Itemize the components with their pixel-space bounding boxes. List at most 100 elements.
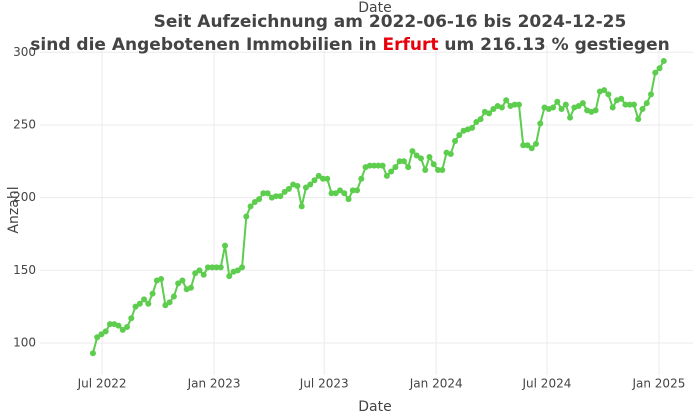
data-point <box>128 315 135 322</box>
data-point <box>315 172 322 179</box>
data-point <box>196 267 203 274</box>
data-point <box>332 190 339 197</box>
data-point <box>311 177 318 184</box>
data-point <box>618 95 625 102</box>
data-point <box>260 190 267 197</box>
x-tick-label: Jul 2022 <box>77 377 127 391</box>
data-point <box>200 271 207 278</box>
data-point <box>524 142 531 149</box>
data-point <box>166 299 173 306</box>
data-point <box>388 168 395 175</box>
data-point <box>652 69 659 76</box>
data-point <box>209 264 216 271</box>
data-point <box>490 105 497 112</box>
data-point <box>307 181 314 188</box>
data-point <box>349 187 356 194</box>
data-point <box>337 187 344 194</box>
title-city: Erfurt <box>382 35 438 55</box>
y-tick-label: 200 <box>13 190 36 204</box>
data-point <box>554 98 561 105</box>
data-point <box>532 140 539 147</box>
title-suffix: um 216.13 % gestiegen <box>444 35 669 55</box>
data-point <box>256 196 263 203</box>
data-point <box>94 334 101 341</box>
data-point <box>281 188 288 195</box>
data-point <box>622 101 629 108</box>
data-point <box>558 105 565 112</box>
data-point <box>102 328 109 335</box>
data-point <box>601 87 608 94</box>
grid-layer <box>40 45 693 375</box>
data-point <box>605 91 612 98</box>
data-point <box>192 270 199 277</box>
data-point <box>204 264 211 271</box>
data-point <box>635 116 642 123</box>
data-point <box>277 193 284 200</box>
data-point <box>115 322 122 329</box>
data-point <box>106 321 113 328</box>
data-point <box>396 158 403 165</box>
data-point <box>162 302 169 309</box>
data-point <box>222 242 229 249</box>
data-point <box>302 184 309 191</box>
data-point <box>239 264 246 271</box>
data-point <box>469 124 476 131</box>
data-point <box>247 203 254 210</box>
data-point <box>567 114 574 121</box>
data-point <box>179 277 186 284</box>
data-point <box>328 190 335 197</box>
data-point <box>413 152 420 159</box>
data-point <box>226 273 233 280</box>
data-point <box>477 116 484 123</box>
data-point <box>417 155 424 162</box>
data-point <box>511 101 518 108</box>
data-point <box>579 100 586 107</box>
data-point <box>366 162 373 169</box>
x-tick-label: Jan 2025 <box>631 377 685 391</box>
data-point <box>498 104 505 111</box>
data-point <box>341 190 348 197</box>
data-point <box>371 162 378 169</box>
data-point <box>149 290 156 297</box>
data-point <box>345 196 352 203</box>
data-point <box>562 101 569 108</box>
y-tick-label: 100 <box>13 336 36 350</box>
data-point <box>550 104 557 111</box>
x-axis-title-top: Date <box>358 0 391 16</box>
data-point <box>124 324 131 331</box>
data-point <box>400 158 407 165</box>
data-point <box>187 284 194 291</box>
data-point <box>213 264 220 271</box>
data-point <box>354 187 361 194</box>
data-point <box>379 162 386 169</box>
data-point <box>319 175 326 182</box>
data-point <box>447 151 454 158</box>
y-tick-label: 250 <box>13 117 36 131</box>
data-point <box>132 303 139 310</box>
y-tick-label: 300 <box>13 45 36 59</box>
data-point <box>422 167 429 174</box>
data-point <box>575 103 582 110</box>
data-point <box>405 164 412 171</box>
data-point <box>89 350 96 357</box>
title-prefix: sind die Angebotenen Immobilien in <box>30 35 376 55</box>
chart-subtitle: sind die Angebotenen Immobilien in Erfur… <box>30 35 669 55</box>
data-point <box>375 162 382 169</box>
data-point <box>435 167 442 174</box>
data-point <box>626 101 633 108</box>
data-point <box>639 105 646 112</box>
x-tick-label: Jan 2024 <box>409 377 463 391</box>
data-point <box>141 296 148 303</box>
data-point <box>158 276 165 283</box>
data-point <box>285 185 292 192</box>
data-point <box>456 132 463 139</box>
x-tick-label: Jul 2023 <box>299 377 349 391</box>
data-point <box>409 148 416 155</box>
data-point <box>528 145 535 152</box>
data-point <box>430 161 437 168</box>
data-point <box>452 137 459 144</box>
data-point <box>119 326 126 333</box>
data-point <box>392 164 399 171</box>
data-point <box>136 300 143 307</box>
data-point <box>98 331 105 338</box>
